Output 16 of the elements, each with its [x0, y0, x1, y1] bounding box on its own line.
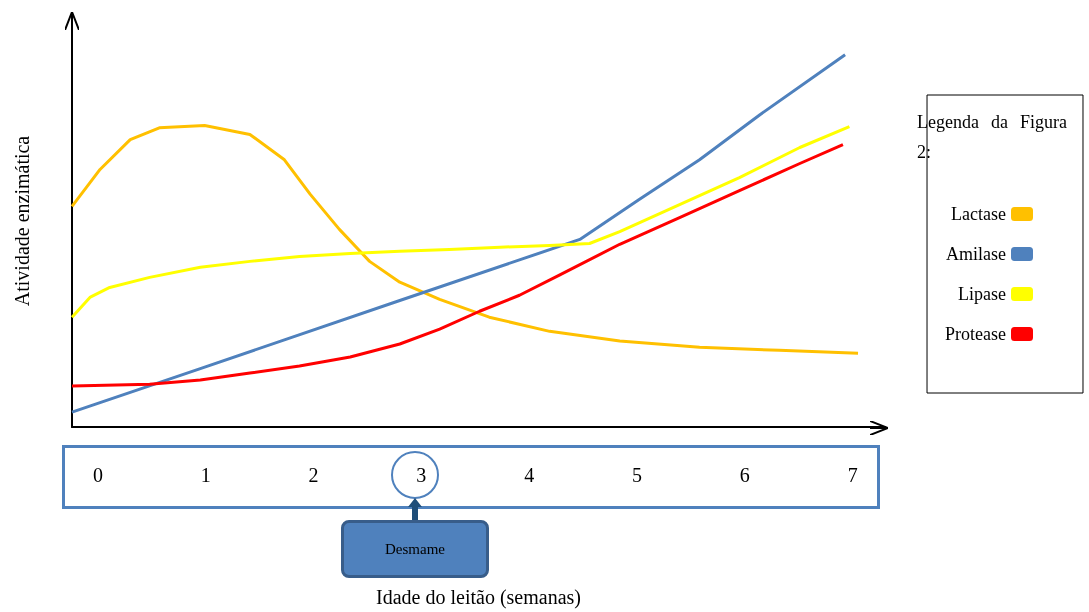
x-tick-label: 6 — [739, 464, 750, 486]
y-axis-title: Atividade enzimática — [11, 135, 33, 307]
x-tick-label: 0 — [92, 464, 103, 486]
legend-label: Amilase — [946, 244, 1006, 264]
x-axis-title: Idade do leitão (semanas) — [376, 586, 581, 609]
x-tick-label: 4 — [524, 464, 535, 486]
legend-label: Lactase — [951, 204, 1006, 224]
x-tick-label: 5 — [632, 464, 642, 486]
x-tick-label: 2 — [308, 464, 319, 486]
text: Desmame — [341, 520, 489, 578]
legend-title: Legenda da Figura 2: — [917, 111, 1067, 164]
legend-label: Protease — [945, 324, 1006, 344]
x-tick-label: 7 — [847, 464, 858, 486]
x-tick-label: 1 — [200, 464, 211, 486]
x-tick-label: 3 — [416, 464, 427, 486]
legend-label: Lipase — [958, 284, 1007, 304]
